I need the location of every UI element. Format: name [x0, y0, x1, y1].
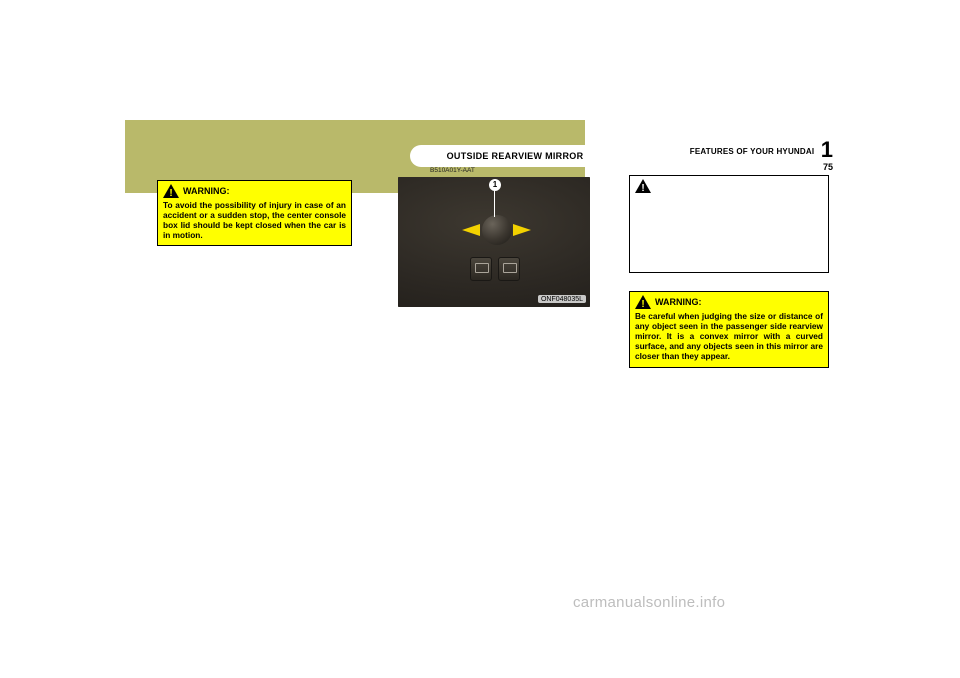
mirror-switch-photo: 1 ONF048035L	[398, 177, 590, 307]
callout-leader-line	[494, 189, 495, 217]
switch-icon	[503, 263, 517, 273]
reference-code: B510A01Y-AAT	[430, 167, 475, 174]
window-switch-a	[470, 257, 492, 281]
header-section-number: 1	[821, 138, 833, 161]
window-switch-b	[498, 257, 520, 281]
warning-box-right: ! WARNING: Be careful when judging the s…	[629, 291, 829, 368]
mirror-adjust-knob	[482, 215, 512, 245]
warning-title: WARNING:	[183, 186, 230, 196]
svg-text:!: !	[641, 183, 644, 193]
header-features-label: FEATURES OF YOUR HYUNDAI 1	[690, 138, 833, 161]
warning-header: ! WARNING:	[635, 295, 823, 309]
watermark: carmanualsonline.info	[573, 594, 725, 611]
caution-box: !	[629, 175, 829, 273]
warning-triangle-icon: !	[163, 184, 179, 198]
warning-header: ! WARNING:	[163, 184, 346, 198]
arrow-right-icon	[513, 224, 531, 236]
caution-triangle-icon: !	[635, 179, 651, 193]
manual-page: FEATURES OF YOUR HYUNDAI 1 75 OUTSIDE RE…	[125, 120, 833, 564]
callout-number: 1	[489, 179, 501, 191]
caution-header: !	[635, 179, 823, 193]
header-right: FEATURES OF YOUR HYUNDAI 1 75	[690, 138, 833, 173]
switch-icon	[475, 263, 489, 273]
warning-body: Be careful when judging the size or dist…	[635, 311, 823, 362]
warning-box-left: ! WARNING: To avoid the possibility of i…	[157, 180, 352, 246]
warning-body: To avoid the possibility of injury in ca…	[163, 200, 346, 240]
svg-text:!: !	[169, 188, 172, 198]
arrow-left-icon	[462, 224, 480, 236]
section-title-pill: OUTSIDE REARVIEW MIRROR	[410, 145, 620, 167]
photo-code: ONF048035L	[538, 295, 586, 303]
warning-title: WARNING:	[655, 297, 702, 307]
features-text: FEATURES OF YOUR HYUNDAI	[690, 147, 815, 156]
svg-text:!: !	[641, 299, 644, 309]
header-page-number: 75	[690, 163, 833, 172]
warning-triangle-icon: !	[635, 295, 651, 309]
